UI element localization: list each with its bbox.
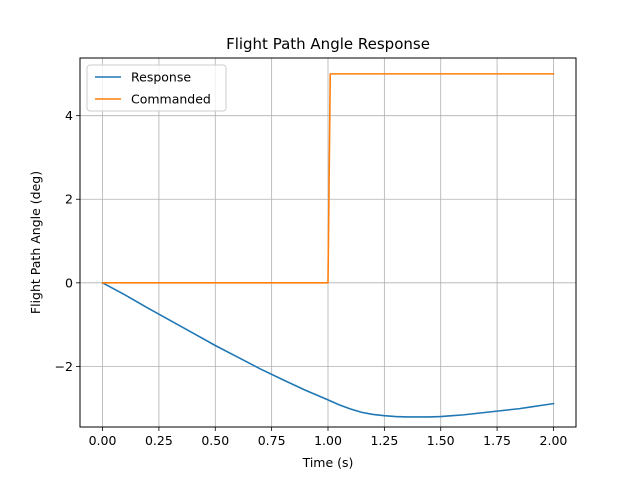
y-tick-label: 4 [65,108,73,123]
legend-label-response: Response [131,70,191,85]
x-tick-label: 0.25 [145,433,173,448]
x-tick-label: 1.50 [427,433,455,448]
y-tick-label: −2 [55,359,73,374]
x-axis-label: Time (s) [302,455,354,470]
x-tick-label: 1.00 [314,433,342,448]
y-tick-label: 0 [65,275,73,290]
series-line-response [101,281,555,418]
x-tick-label: 2.00 [540,433,568,448]
ticks: 0.00 0.25 0.50 0.75 1.00 1.25 1.50 1.75 2.00 −2 0 2… [55,108,568,448]
legend-box [86,64,227,112]
x-tick-label: 0.50 [201,433,229,448]
y-tick-label: 2 [65,192,73,207]
legend-label-commanded: Commanded [131,92,211,107]
x-tick-label: 0.75 [258,433,286,448]
legend: Response Commanded [86,64,227,112]
x-tick-label: 1.75 [483,433,511,448]
series-line-commanded [101,73,555,284]
y-axis-label: Flight Path Angle (deg) [28,171,43,314]
x-tick-label: 0.00 [89,433,117,448]
chart-title: Flight Path Angle Response [226,35,430,53]
plot-lines [101,73,555,418]
x-tick-label: 1.25 [370,433,398,448]
